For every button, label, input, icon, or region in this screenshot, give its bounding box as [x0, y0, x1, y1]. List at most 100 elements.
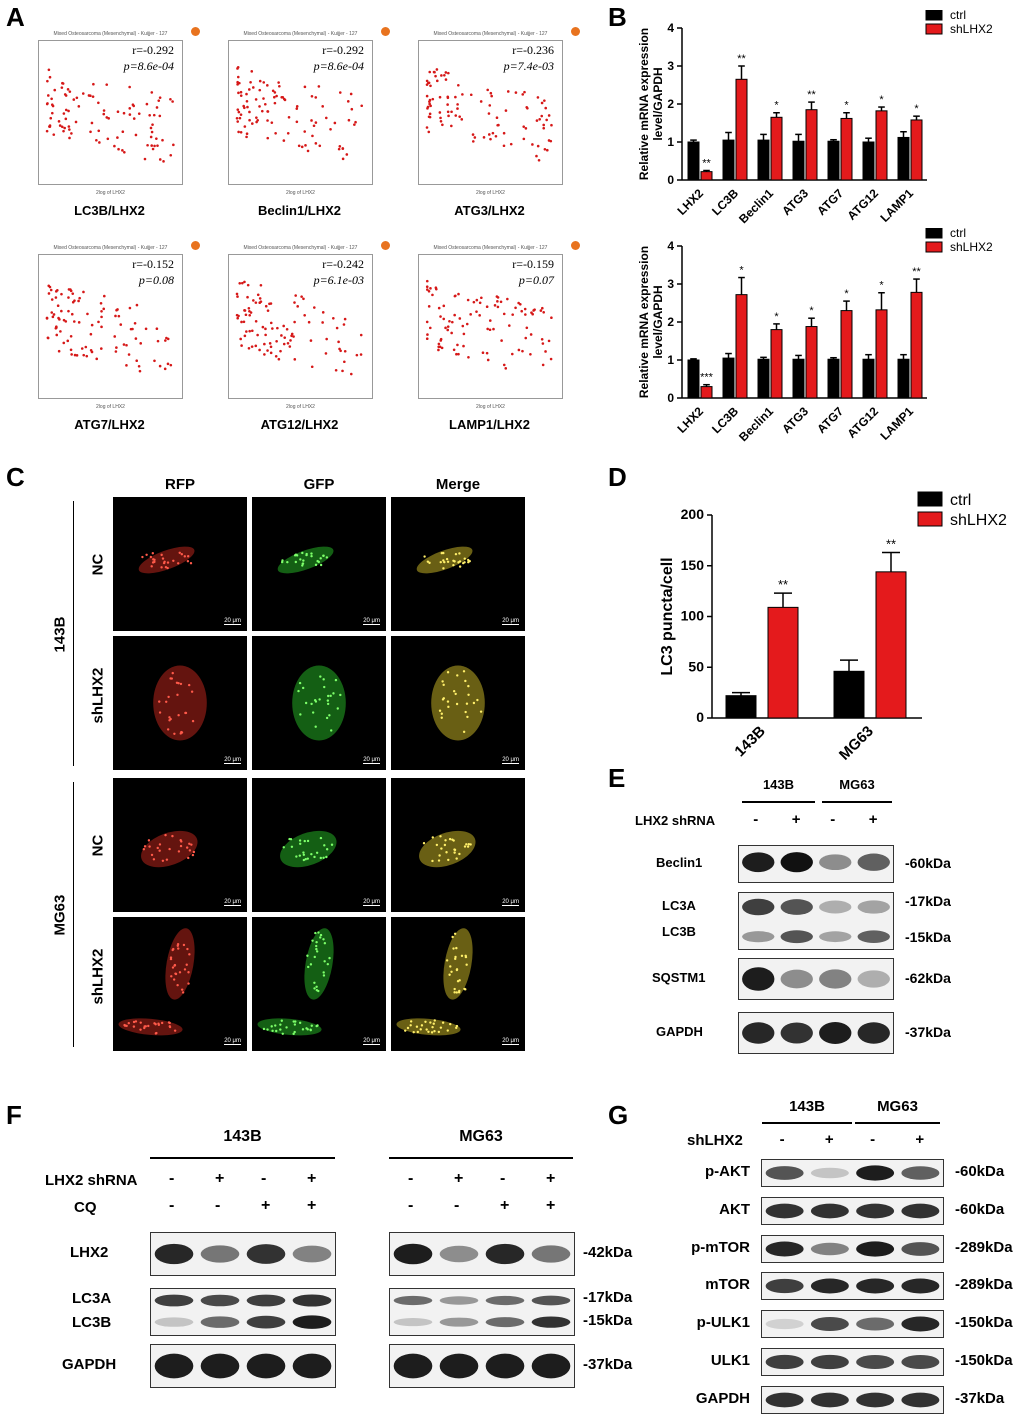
- scatter-point: [121, 149, 124, 152]
- scatter-point: [67, 125, 71, 128]
- scatter-point: [144, 327, 148, 331]
- scatter-point: [90, 323, 94, 327]
- significance-mark: **: [737, 53, 746, 65]
- blot-row-label: p-mTOR: [691, 1239, 750, 1256]
- scatter-point: [81, 92, 85, 95]
- scatter-point: [262, 97, 265, 100]
- scatter-point: [155, 137, 158, 140]
- protein-band: [819, 854, 852, 871]
- scatter-point: [282, 342, 286, 346]
- scatter-point: [438, 95, 442, 99]
- blot-bands: [765, 1392, 940, 1408]
- bar-shLHX2: [910, 291, 923, 399]
- scatter-point: [543, 99, 546, 102]
- scatter-point: [537, 158, 541, 162]
- protein-band: [780, 1022, 813, 1044]
- scatter-plot-frame: Mixed Osteosarcoma (Mesenchymal) - Kuijj…: [418, 27, 580, 196]
- scatter-point: [50, 111, 54, 115]
- significance-mark: **: [912, 266, 921, 278]
- fluorescence-image: 20 μm: [113, 636, 247, 770]
- scatter-point: [536, 96, 540, 99]
- scatter-point: [156, 144, 159, 147]
- significance-mark: *: [844, 288, 849, 300]
- scatter-point: [511, 313, 514, 316]
- scatter-point: [107, 117, 110, 120]
- scatter-point: [143, 157, 147, 161]
- bar-ctrl: [827, 140, 840, 181]
- scatter-point: [277, 81, 280, 84]
- blot-bands: [742, 852, 890, 873]
- blot-group-label: 143B: [223, 1128, 262, 1145]
- protein-band: [810, 1392, 849, 1408]
- protein-band: [531, 1245, 571, 1263]
- scatter-point: [440, 74, 443, 77]
- scatter-point: [303, 85, 307, 89]
- cell-signal: [153, 665, 207, 741]
- scale-bar: 20 μm: [363, 899, 380, 906]
- bar-ctrl: [833, 670, 865, 719]
- scatter-point: [237, 91, 240, 95]
- scatter-point: [434, 74, 437, 78]
- protein-band: [154, 1317, 194, 1327]
- scatter-point: [479, 100, 483, 103]
- scatter-point: [137, 112, 141, 115]
- group-bracket-line: [73, 782, 74, 1047]
- blot-bands: [154, 1294, 332, 1329]
- scatter-point: [46, 336, 50, 340]
- scatter-point: [113, 335, 117, 338]
- scatter-point: [496, 123, 499, 127]
- bar-ctrl: [897, 358, 910, 399]
- scatter-plot-title: Mixed Osteosarcoma (Mesenchymal) - Kuijj…: [53, 245, 168, 251]
- category-label: LC3B: [709, 186, 741, 218]
- scatter-point: [149, 126, 153, 130]
- western-blot-strip: [761, 1197, 944, 1225]
- scatter-point: [309, 339, 313, 342]
- protein-band: [856, 1354, 895, 1370]
- scatter-point: [471, 133, 475, 136]
- panel-label-e: E: [608, 763, 626, 793]
- scatter-point: [451, 320, 454, 324]
- molecular-weight-label: -37kDa: [583, 1356, 633, 1373]
- protein-band: [200, 1353, 240, 1379]
- scatter-point: [82, 353, 86, 357]
- scatter-point: [506, 90, 510, 93]
- scatter-point: [439, 315, 442, 318]
- scatter-point: [442, 317, 446, 321]
- y-tick-label: 200: [681, 506, 705, 522]
- scatter-point: [263, 342, 266, 346]
- protein-band: [810, 1316, 849, 1332]
- fluorescence-image: 20 μm: [252, 917, 386, 1051]
- scatter-point: [439, 337, 443, 341]
- scatter-point: [504, 367, 508, 370]
- scatter-point: [495, 116, 499, 119]
- scatter-point: [117, 314, 121, 318]
- protein-band: [819, 931, 852, 943]
- protein-band: [810, 1203, 849, 1219]
- protein-band: [292, 1294, 332, 1307]
- scatter-point: [455, 352, 458, 356]
- protein-band: [200, 1294, 240, 1307]
- significance-mark: *: [774, 100, 779, 112]
- protein-band: [857, 853, 890, 871]
- significance-mark: *: [774, 311, 779, 323]
- condition-sign: -: [830, 811, 836, 828]
- scatter-point: [287, 116, 291, 119]
- fluorescence-image: 20 μm: [113, 497, 247, 631]
- scatter-point: [533, 308, 536, 311]
- correlation-r: r=-0.292: [132, 43, 174, 57]
- scatter-point: [45, 129, 49, 133]
- scatter-xlabel: 2log of LHX2: [96, 190, 125, 196]
- blot-row-label: SQSTM1: [652, 970, 706, 985]
- scatter-point: [442, 304, 446, 308]
- scatter-point: [341, 369, 344, 373]
- bar-shLHX2: [840, 117, 853, 181]
- scatter-point: [450, 110, 453, 114]
- scatter-point: [55, 333, 59, 337]
- scatter-point: [238, 281, 242, 285]
- protein-band: [393, 1318, 433, 1327]
- scatter-point: [127, 353, 131, 356]
- scatter-point: [350, 107, 354, 111]
- scatter-point: [425, 79, 429, 83]
- scatter-point: [248, 118, 251, 122]
- scatter-point: [244, 313, 248, 317]
